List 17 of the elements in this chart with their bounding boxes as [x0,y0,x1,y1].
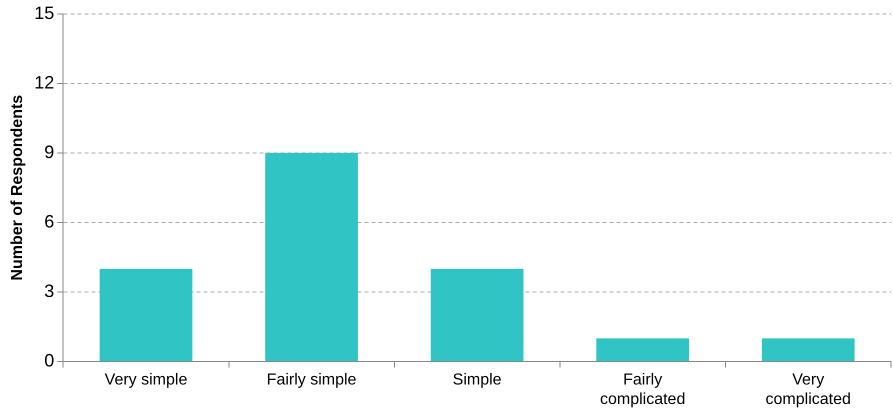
bar [100,268,192,362]
x-tick-label: Very complicated [766,372,851,408]
y-tick-label: 3 [44,281,54,302]
x-tick-label: Fairly complicated [600,372,686,408]
bar [265,152,358,362]
y-axis-title: Number of Respondents [9,94,26,281]
bar [596,338,690,362]
x-tick-label: Very simple [104,372,188,389]
y-tick-label: 15 [34,2,54,23]
y-tick-label: 12 [34,72,54,92]
y-tick-label: 0 [44,350,54,371]
x-tick-label: Simple [452,372,502,389]
y-tick-label: 9 [44,142,54,162]
y-tick-label: 6 [44,211,54,232]
bar [430,268,524,362]
bar [762,338,855,362]
x-tick-label: Fairly simple [266,372,357,389]
